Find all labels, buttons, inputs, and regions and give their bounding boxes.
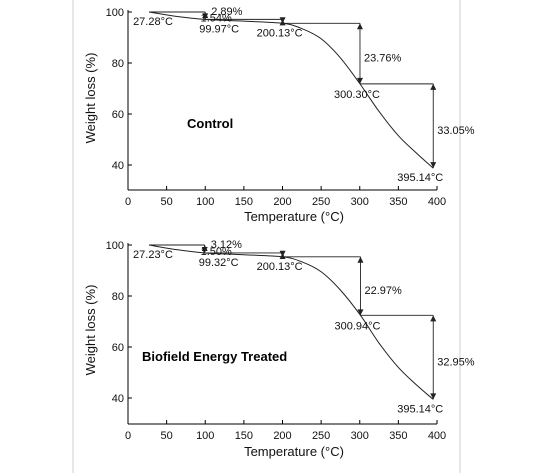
step-arrow-head-bottom — [357, 309, 364, 316]
x-tick-label: 100 — [196, 430, 214, 442]
step-arrow-head-bottom — [430, 393, 437, 400]
x-tick-label: 50 — [161, 430, 173, 442]
step-label: 3.12% — [211, 239, 242, 251]
step-arrow-head-bottom — [430, 162, 437, 169]
y-tick-label: 60 — [112, 109, 124, 121]
step-label: 1.54% — [201, 12, 232, 24]
x-axis-title-control: Temperature (°C) — [244, 209, 344, 224]
sample-label-control: Control — [187, 116, 233, 131]
x-tick-label: 350 — [389, 196, 407, 208]
x-tick-label: 200 — [273, 196, 291, 208]
temperature-point-label: 200.13°C — [257, 27, 303, 39]
step-label: 32.95% — [437, 356, 475, 368]
x-tick-label: 300 — [351, 430, 369, 442]
x-tick-label: 400 — [428, 196, 446, 208]
sample-label-treated: Biofield Energy Treated — [142, 349, 287, 364]
x-tick-label: 0 — [125, 430, 131, 442]
plot-area-treated: 0 50 100 150 200 250 300 350 400 40 60 80 100 3.12%1.… — [106, 239, 475, 442]
temperature-point-label: 300.94°C — [334, 320, 380, 332]
step-arrow-head-top — [430, 83, 437, 90]
step-arrow-head-bottom — [279, 250, 286, 257]
step-arrow-head-top — [356, 23, 363, 30]
x-tick-label: 300 — [351, 196, 369, 208]
x-axis-title-treated: Temperature (°C) — [244, 444, 344, 459]
panel-control: Control Temperature (°C) Weight loss (%)… — [83, 6, 475, 224]
step-arrow-head-bottom — [202, 13, 209, 20]
temperature-point-label: 395.14°C — [397, 172, 443, 184]
step-label: 2.89% — [211, 6, 242, 18]
temperature-point-label: 200.13°C — [257, 261, 303, 273]
x-tick-label: 250 — [312, 196, 330, 208]
x-tick-label: 100 — [196, 196, 214, 208]
temperature-point-label: 99.97°C — [199, 23, 239, 35]
y-tick-label: 80 — [112, 291, 124, 303]
y-tick-label: 40 — [112, 160, 124, 172]
panel-treated: Biofield Energy Treated Temperature (°C)… — [83, 239, 475, 459]
y-tick-label: 60 — [112, 342, 124, 354]
y-tick-label: 40 — [112, 393, 124, 405]
x-tick-label: 150 — [235, 196, 253, 208]
x-tick-label: 150 — [235, 430, 253, 442]
step-arrow-head-top — [430, 315, 437, 322]
step-label: 1.50% — [201, 246, 232, 258]
x-tick-label: 200 — [273, 430, 291, 442]
y-tick-label: 80 — [112, 58, 124, 70]
y-axis-title-control: Weight loss (%) — [83, 53, 98, 144]
temperature-point-label: 99.32°C — [199, 257, 239, 269]
temperature-point-label: 300.30°C — [334, 89, 380, 101]
temperature-point-label: 395.14°C — [397, 403, 443, 415]
temperature-point-label: 27.28°C — [133, 16, 173, 28]
x-tick-label: 0 — [125, 196, 131, 208]
temperature-point-label: 27.23°C — [133, 249, 173, 261]
x-tick-label: 250 — [312, 430, 330, 442]
step-arrow-head-bottom — [279, 17, 286, 24]
y-tick-label: 100 — [106, 7, 124, 19]
x-tick-label: 50 — [161, 196, 173, 208]
step-label: 33.05% — [437, 125, 475, 137]
step-label: 23.76% — [364, 53, 402, 65]
step-label: 22.97% — [364, 285, 402, 297]
step-arrow-head-bottom — [201, 246, 208, 253]
plot-area-control: 0 50 100 150 200 250 300 350 400 40 60 80 100 2.89%1.… — [106, 6, 475, 208]
x-tick-label: 400 — [428, 430, 446, 442]
step-arrow-head-bottom — [356, 77, 363, 84]
y-tick-label: 100 — [106, 240, 124, 252]
step-arrow-head-top — [357, 256, 364, 263]
x-tick-label: 350 — [389, 430, 407, 442]
y-axis-title-treated: Weight loss (%) — [83, 285, 98, 376]
